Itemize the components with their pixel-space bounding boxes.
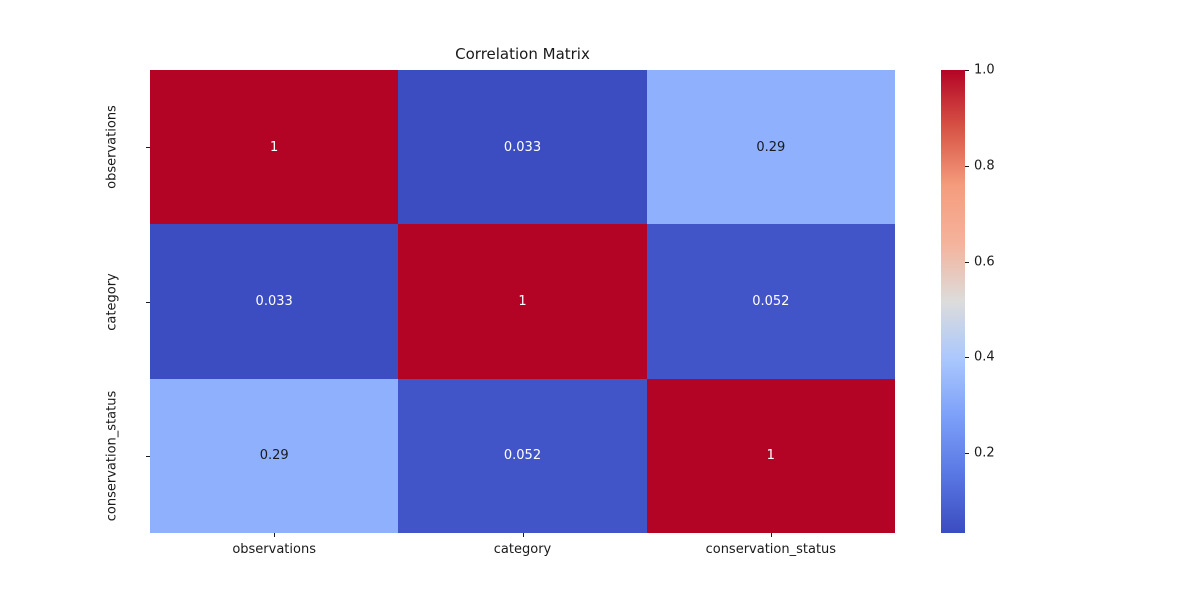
heatmap-cell: 0.29 bbox=[150, 378, 399, 533]
y-tick-mark bbox=[146, 301, 150, 303]
colorbar-tick-mark bbox=[965, 165, 969, 167]
heatmap-cell: 0.033 bbox=[150, 224, 399, 379]
heatmap-cell: 0.052 bbox=[398, 378, 647, 533]
x-tick-mark bbox=[274, 533, 276, 537]
chart-title: Correlation Matrix bbox=[455, 45, 590, 63]
colorbar-tick-mark bbox=[965, 70, 969, 71]
x-axis-label: category bbox=[493, 542, 552, 557]
y-tick-mark bbox=[146, 147, 150, 149]
x-axis-tick-labels: observations category conservation_status bbox=[150, 542, 895, 558]
heatmap-cell: 0.033 bbox=[398, 70, 647, 225]
heatmap-cell: 0.29 bbox=[646, 70, 895, 225]
colorbar-tick-label: 0.6 bbox=[974, 254, 995, 270]
colorbar-tick-label: 0.2 bbox=[974, 445, 995, 461]
y-axis-label: conservation_status bbox=[104, 390, 120, 522]
x-axis-label: conservation_status bbox=[705, 542, 837, 557]
colorbar-tick-mark bbox=[965, 357, 969, 359]
heatmap-cell: 1 bbox=[150, 70, 399, 225]
colorbar bbox=[941, 70, 965, 533]
heatmap-cell: 0.052 bbox=[646, 224, 895, 379]
x-tick-mark bbox=[522, 533, 524, 537]
y-axis-label: observations bbox=[104, 105, 120, 189]
heatmap-grid: 1 0.033 0.29 0.033 1 0.052 0.29 0.052 1 bbox=[150, 70, 895, 533]
x-axis-label: observations bbox=[232, 542, 316, 557]
colorbar-tick-label: 0.8 bbox=[974, 158, 995, 174]
colorbar-tick-label: 0.4 bbox=[974, 349, 995, 365]
colorbar-tick-label: 1.0 bbox=[974, 62, 995, 78]
y-tick-mark bbox=[146, 455, 150, 457]
colorbar-tick-mark bbox=[965, 261, 969, 263]
x-tick-mark bbox=[770, 533, 772, 537]
heatmap-cell: 1 bbox=[646, 378, 895, 533]
y-axis-label: category bbox=[104, 272, 120, 331]
colorbar-tick-mark bbox=[965, 453, 969, 455]
heatmap-cell: 1 bbox=[398, 224, 647, 379]
